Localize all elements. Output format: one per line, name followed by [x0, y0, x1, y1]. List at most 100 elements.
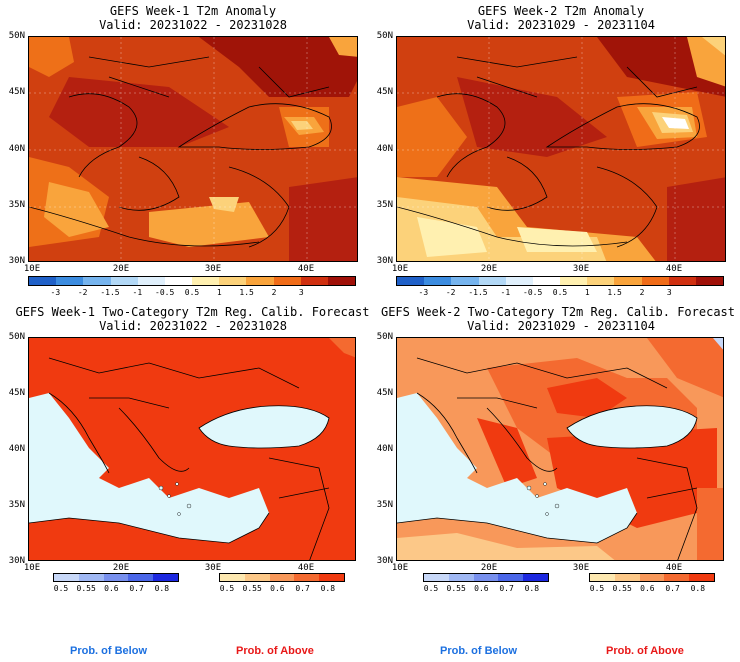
- week2-anomaly-map: [396, 36, 726, 262]
- colorbar-swatch: [451, 277, 479, 285]
- lon-label: 30E: [204, 264, 222, 274]
- lon-label: 40E: [297, 563, 315, 573]
- lat-label: 35N: [8, 500, 25, 510]
- lat-label: 40N: [8, 144, 25, 154]
- colorbar-swatch: [424, 277, 452, 285]
- colorbar-tick-label: -2: [445, 288, 456, 297]
- colorbar-swatch: [397, 277, 425, 285]
- colorbar-tick-label: -3: [50, 288, 61, 297]
- colorbar-tick-label: 0.5: [53, 584, 69, 593]
- colorbar-swatch: [695, 277, 724, 285]
- colorbar-tick-label: 2: [639, 288, 645, 297]
- lon-label: 10E: [391, 563, 409, 573]
- colorbar-swatch: [641, 277, 669, 285]
- colorbar-tick-label: 0.6: [270, 584, 285, 593]
- colorbar-swatch: [78, 574, 104, 581]
- colorbar-tick-label: 0.7: [665, 584, 680, 593]
- colorbar-tick-label: 0.5: [589, 584, 605, 593]
- colorbar-swatch: [532, 277, 561, 285]
- colorbar-swatch: [478, 277, 506, 285]
- colorbar-tick-label: -2: [77, 288, 88, 297]
- lon-label: 10E: [391, 264, 409, 274]
- panel-1-title: GEFS Week-1 T2m Anomaly: [109, 4, 277, 18]
- colorbar-tick-label: -0.5: [155, 288, 175, 297]
- lat-label: 30N: [8, 256, 25, 266]
- lat-label: 40N: [8, 444, 25, 454]
- colorbar-swatch: [587, 277, 615, 285]
- lon-label: 30E: [572, 563, 590, 573]
- colorbar-tick-label: 3: [666, 288, 672, 297]
- lon-label: 40E: [665, 264, 683, 274]
- prob-above-label: Prob. of Above: [236, 645, 314, 657]
- colorbar-tick-label: 0.5: [219, 584, 235, 593]
- colorbar-tick-label: 0.8: [524, 584, 540, 593]
- prob-below-label: Prob. of Below: [440, 645, 517, 657]
- colorbar-tick-label: 0.5: [423, 584, 439, 593]
- colorbar-swatch: [103, 574, 129, 581]
- colorbar-tick-label: 0.6: [640, 584, 655, 593]
- colorbar-swatch: [614, 277, 642, 285]
- colorbar-swatch: [269, 574, 295, 581]
- colorbar-tick-label: 1: [584, 288, 590, 297]
- lat-label: 45N: [8, 87, 25, 97]
- panel-2-valid-date: Valid: 20231029 - 20231104: [467, 18, 655, 32]
- colorbar-tick-label: 0.5: [552, 288, 568, 297]
- colorbar-swatch: [29, 277, 57, 285]
- prob-below-label: Prob. of Below: [70, 645, 147, 657]
- below-probability-colorbar: [423, 573, 549, 582]
- colorbar-tick-label: 1.5: [239, 288, 254, 297]
- colorbar-tick-label: 0.7: [499, 584, 514, 593]
- colorbar-swatch: [319, 574, 344, 581]
- colorbar-swatch: [137, 277, 165, 285]
- colorbar-swatch: [689, 574, 714, 581]
- colorbar-swatch: [327, 277, 356, 285]
- colorbar-swatch: [473, 574, 499, 581]
- colorbar-tick-label: -1: [132, 288, 143, 297]
- colorbar-swatch: [128, 574, 154, 581]
- above-probability-colorbar: [219, 573, 345, 582]
- colorbar-swatch: [192, 277, 220, 285]
- lat-label: 35N: [376, 200, 393, 210]
- colorbar-swatch: [153, 574, 178, 581]
- colorbar-swatch: [110, 277, 138, 285]
- colorbar-tick-label: 0.6: [104, 584, 119, 593]
- colorbar-tick-label: 0.5: [184, 288, 200, 297]
- lat-label: 35N: [376, 500, 393, 510]
- lat-label: 45N: [376, 87, 393, 97]
- colorbar-swatch: [590, 574, 615, 581]
- lon-label: 40E: [297, 264, 315, 274]
- lon-label: 20E: [480, 563, 498, 573]
- lat-label: 30N: [8, 556, 25, 566]
- colorbar-swatch: [614, 574, 640, 581]
- anomaly-colorbar: [396, 276, 724, 286]
- lon-label: 10E: [23, 264, 41, 274]
- lat-label: 50N: [8, 332, 25, 342]
- colorbar-tick-label: 0.7: [129, 584, 144, 593]
- colorbar-swatch: [560, 277, 588, 285]
- colorbar-tick-label: 0.8: [154, 584, 170, 593]
- colorbar-tick-label: 0.8: [320, 584, 336, 593]
- colorbar-tick-label: 0.55: [76, 584, 96, 593]
- panel-2-title: GEFS Week-2 T2m Anomaly: [477, 4, 645, 18]
- colorbar-tick-label: 0.55: [242, 584, 262, 593]
- colorbar-swatch: [668, 277, 696, 285]
- colorbar-swatch: [664, 574, 690, 581]
- colorbar-swatch: [300, 277, 328, 285]
- colorbar-swatch: [424, 574, 449, 581]
- colorbar-swatch: [220, 574, 245, 581]
- colorbar-swatch: [246, 277, 274, 285]
- lon-label: 20E: [112, 563, 130, 573]
- week2-probability-map: [396, 337, 724, 561]
- prob-above-label: Prob. of Above: [606, 645, 684, 657]
- below-probability-colorbar: [53, 573, 179, 582]
- lon-label: 20E: [112, 264, 130, 274]
- lon-label: 10E: [23, 563, 41, 573]
- lat-label: 35N: [8, 200, 25, 210]
- colorbar-tick-label: 0.55: [612, 584, 632, 593]
- colorbar-swatch: [498, 574, 524, 581]
- colorbar-swatch: [56, 277, 84, 285]
- panel-4-title: GEFS Week-2 Two-Category T2m Reg. Calib.…: [380, 305, 735, 319]
- panel-3-title: GEFS Week-1 Two-Category T2m Reg. Calib.…: [15, 305, 370, 319]
- lat-label: 40N: [376, 144, 393, 154]
- week1-anomaly-map: [28, 36, 358, 262]
